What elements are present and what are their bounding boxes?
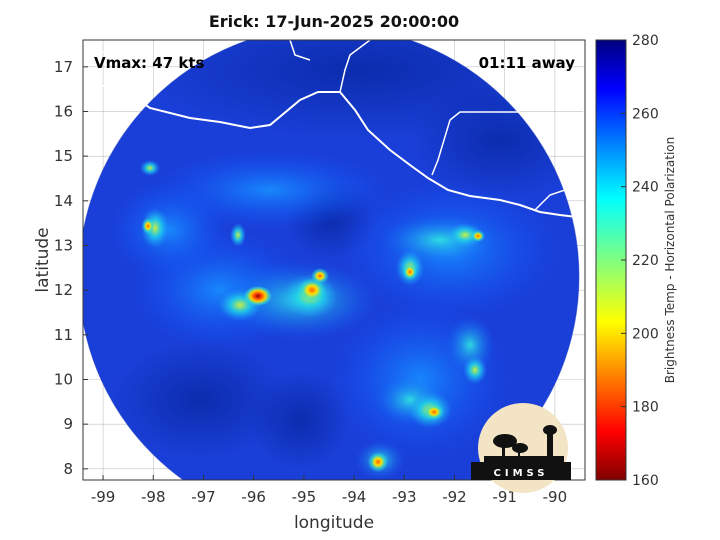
colorbar-tick-label: 280 — [632, 33, 659, 49]
y-tick-label: 17 — [54, 58, 73, 76]
y-tick-label: 10 — [54, 370, 73, 388]
x-tick-label: -95 — [292, 488, 317, 506]
x-axis-ticks: -99 -98 -97 -96 -95 -94 -93 -92 -91 -90 — [91, 475, 567, 506]
x-tick-label: -90 — [543, 488, 568, 506]
y-tick-label: 15 — [54, 147, 73, 165]
y-tick-label: 14 — [54, 192, 73, 210]
y-axis-ticks: 8 9 10 11 12 13 14 15 16 17 — [54, 58, 88, 478]
y-axis-label: latitude — [33, 227, 53, 292]
x-tick-label: -96 — [241, 488, 266, 506]
colorbar-ticks: 160 180 200 220 240 260 280 — [621, 33, 659, 489]
x-axis-label: longitude — [294, 513, 374, 533]
y-tick-label: 11 — [54, 326, 73, 344]
x-tick-label: -93 — [392, 488, 417, 506]
vmax-annotation: Vmax: 47 kts — [94, 54, 204, 72]
y-tick-label: 12 — [54, 281, 73, 299]
chart-title: Erick: 17-Jun-2025 20:00:00 — [208, 12, 460, 31]
x-tick-label: -97 — [191, 488, 216, 506]
swath-texture — [110, 40, 579, 480]
colorbar-tick-label: 200 — [632, 326, 659, 342]
colorbar-label: Brightness Temp - Horizontal Polarizatio… — [663, 137, 677, 384]
x-tick-label: -91 — [492, 488, 517, 506]
x-tick-label: -98 — [141, 488, 166, 506]
logo-banner — [471, 462, 571, 480]
colorbar-tick-label: 220 — [632, 253, 659, 269]
logo-text: CIMSS — [494, 468, 549, 479]
y-tick-label: 13 — [54, 236, 73, 254]
x-tick-label: -99 — [91, 488, 116, 506]
colorbar-tick-label: 240 — [632, 180, 659, 196]
logo-icon — [484, 425, 564, 462]
colorbar-tick-label: 160 — [632, 473, 659, 489]
coastline — [83, 40, 585, 219]
y-tick-label: 9 — [63, 415, 73, 433]
y-tick-label: 8 — [63, 460, 73, 478]
colorbar-tick-label: 180 — [632, 400, 659, 416]
time-away-annotation: 01:11 away — [479, 54, 576, 72]
colorbar-tick-label: 260 — [632, 106, 659, 122]
x-tick-label: -92 — [442, 488, 467, 506]
cimss-logo: CIMSS — [471, 403, 571, 493]
x-tick-label: -94 — [342, 488, 367, 506]
y-tick-label: 16 — [54, 102, 73, 120]
axes-frame — [82, 39, 586, 481]
